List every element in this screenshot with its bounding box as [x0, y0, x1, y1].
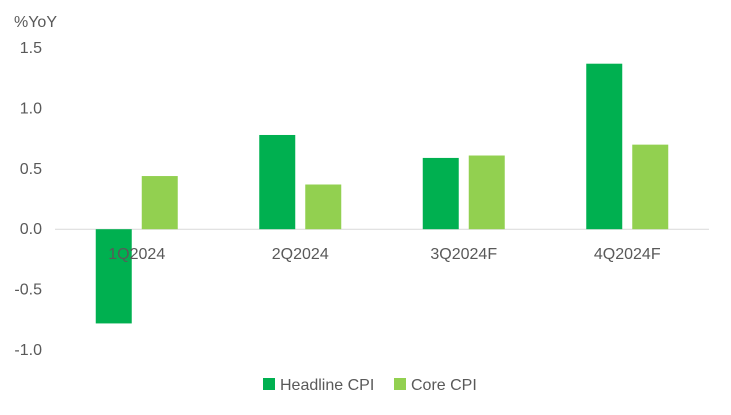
y-tick-label: 0.5	[20, 161, 42, 178]
x-axis-tick-labels: 1Q2024 2Q2024 3Q2024F 4Q2024F	[108, 246, 661, 263]
x-tick-label: 1Q2024	[108, 246, 165, 263]
bar-core-cpi	[305, 184, 342, 230]
bar-headline-cpi	[95, 229, 132, 324]
legend-label: Headline CPI	[280, 377, 374, 394]
y-tick-label: 0.0	[20, 221, 42, 238]
bar-core-cpi	[468, 155, 505, 230]
y-axis-unit-label: %YoY	[14, 14, 57, 31]
x-tick-label: 2Q2024	[272, 246, 329, 263]
y-tick-label: 1.0	[20, 100, 42, 117]
legend-label: Core CPI	[411, 377, 477, 394]
y-axis-ticks: 1.5 1.0 0.5 0.0 -0.5 -1.0	[14, 40, 42, 359]
bar-headline-cpi	[422, 157, 459, 230]
legend-swatch	[263, 378, 275, 390]
bar-core-cpi	[141, 176, 178, 230]
bar-headline-cpi	[259, 134, 296, 230]
x-tick-label: 3Q2024F	[430, 246, 497, 263]
legend-swatch	[394, 378, 406, 390]
y-tick-label: 1.5	[20, 40, 42, 57]
bar-headline-cpi	[586, 63, 623, 230]
legend: Headline CPI Core CPI	[263, 377, 477, 394]
y-tick-label: -1.0	[14, 342, 42, 359]
bars	[95, 63, 669, 324]
x-tick-label: 4Q2024F	[594, 246, 661, 263]
y-tick-label: -0.5	[14, 282, 42, 299]
bar-core-cpi	[632, 144, 669, 230]
